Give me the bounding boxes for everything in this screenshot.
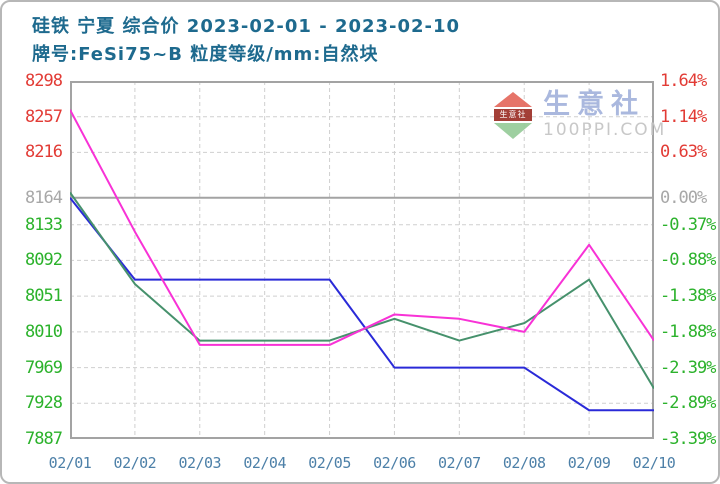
percent-tick-label: -1.38% [660,286,716,307]
plot-area [70,81,654,439]
percent-tick-label: -0.37% [660,214,716,235]
price-tick-label: 8092 [25,250,63,271]
percent-tick-label: 1.64% [660,71,707,91]
percent-tick-label: 0.63% [660,142,707,163]
series-line-magenta [70,109,654,346]
date-label: 02/06 [373,454,416,472]
date-label: 02/02 [113,454,157,472]
percent-tick-label: -1.88% [660,321,716,342]
percent-tick-label: -2.39% [660,357,716,378]
date-label: 02/08 [502,454,546,472]
plot-border [70,81,654,439]
watermark-text: 生意社 100PPI.COM [543,89,667,140]
series-line-blue [70,197,654,412]
percent-tick-label: 1.14% [660,106,707,127]
date-label: 02/05 [308,454,351,472]
price-tick-label: 8133 [25,214,63,235]
date-label: 02/10 [632,454,676,472]
price-tick-label: 8010 [25,321,63,342]
series-line-green [70,191,654,389]
price-tick-label: 8216 [25,142,63,163]
price-tick-label: 8257 [25,106,63,127]
date-label: 02/04 [243,454,286,472]
logo-triangle-up [494,92,532,107]
price-tick-label: 8051 [25,286,63,307]
percent-tick-label: -3.39% [660,429,716,449]
percent-tick-label: -0.88% [660,250,716,271]
percent-tick-label: 0.00% [660,187,707,208]
price-tick-label: 8164 [25,187,63,208]
chart-title: 硅铁 宁夏 综合价 2023-02-01 - 2023-02-10 [32,16,461,37]
watermark-brand: 生意社 [543,89,645,120]
chart-subtitle: 牌号:FeSi75~B 粒度等级/mm:自然块 [32,44,379,65]
price-tick-label: 8298 [25,71,63,91]
logo-triangle-down [494,123,532,139]
chart-canvas [70,81,654,439]
date-label: 02/07 [438,454,481,472]
watermark-site: 100PPI.COM [543,120,667,140]
price-tick-label: 7969 [25,357,63,378]
date-label: 02/01 [48,454,92,472]
date-label: 02/03 [178,454,222,472]
logo-band: 生意社 [494,109,532,121]
watermark: 生意社 生意社 100PPI.COM [494,89,667,140]
percent-tick-label: -2.89% [660,393,716,414]
brand-logo-icon: 生意社 [494,92,532,140]
date-label: 02/09 [567,454,611,472]
price-tick-label: 7928 [25,393,63,414]
price-tick-label: 7887 [25,429,63,449]
